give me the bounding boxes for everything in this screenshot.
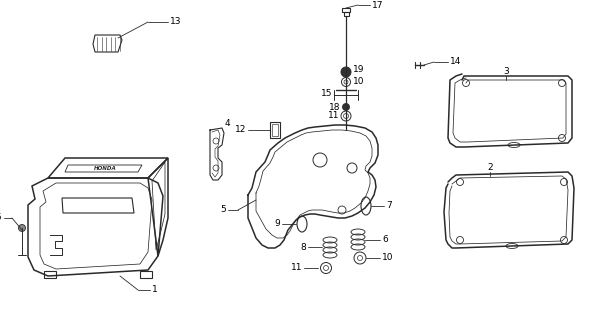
Text: 11: 11 <box>291 263 302 273</box>
Text: 14: 14 <box>450 58 461 67</box>
Text: 7: 7 <box>386 202 392 211</box>
Text: 13: 13 <box>170 18 182 27</box>
Text: 5: 5 <box>220 205 226 214</box>
Text: 10: 10 <box>353 77 365 86</box>
Text: 15: 15 <box>321 90 332 99</box>
Text: 18: 18 <box>329 102 340 111</box>
Text: 4: 4 <box>225 119 231 129</box>
Text: 3: 3 <box>503 68 509 76</box>
Text: 11: 11 <box>327 111 339 121</box>
Text: 9: 9 <box>274 220 280 228</box>
Circle shape <box>341 67 351 77</box>
Text: 10: 10 <box>382 253 394 262</box>
Circle shape <box>343 103 349 110</box>
Text: 8: 8 <box>300 243 306 252</box>
Text: 16: 16 <box>0 213 2 222</box>
Text: 2: 2 <box>487 164 493 172</box>
Text: 17: 17 <box>372 1 384 10</box>
Text: 12: 12 <box>234 125 246 134</box>
Text: HONDA: HONDA <box>94 165 116 171</box>
Text: 6: 6 <box>382 236 388 244</box>
Circle shape <box>18 225 26 231</box>
Text: 1: 1 <box>152 285 158 294</box>
Text: 19: 19 <box>353 66 365 75</box>
